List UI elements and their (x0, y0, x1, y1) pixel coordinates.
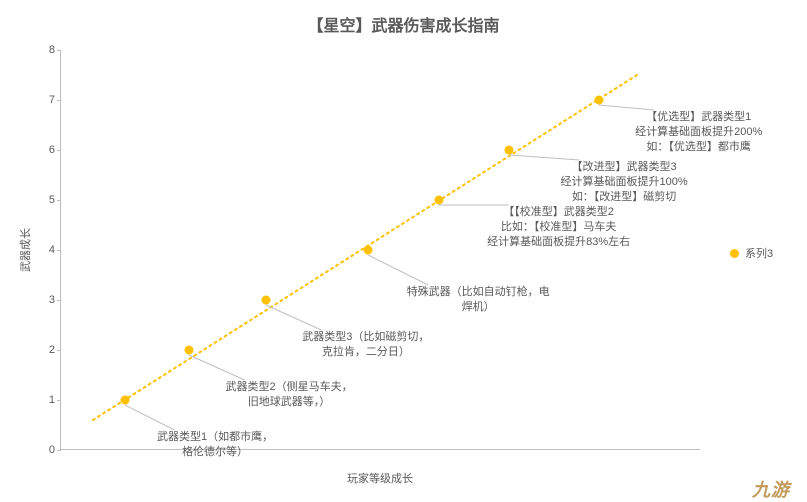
data-point (434, 196, 443, 205)
annotation-line: 经计算基础面板提升100% (561, 175, 688, 190)
trendline (61, 50, 701, 450)
annotation-line: 武器类型2（侧星马车夫， (226, 380, 353, 395)
y-tick-mark (57, 350, 61, 351)
plot-area: 012345678武器类型1（如都市鹰，格伦德尔等）武器类型2（侧星马车夫，旧地… (60, 50, 700, 450)
annotation-line: 经计算基础面板提升200% (635, 125, 762, 140)
annotation: 特殊武器（比如自动钉枪，电焊机） (407, 285, 550, 315)
y-tick-mark (57, 450, 61, 451)
legend-marker-icon (730, 249, 739, 258)
annotation-line: 格伦德尔等） (157, 445, 273, 460)
annotation: 【改进型】武器类型3经计算基础面板提升100%如：【改进型】磁剪切 (561, 160, 688, 205)
annotation-line: 焊机） (407, 300, 550, 315)
data-point (261, 296, 270, 305)
y-tick-mark (57, 250, 61, 251)
annotation-line: 经计算基础面板提升83%左右 (487, 235, 630, 250)
y-tick-mark (57, 400, 61, 401)
data-point (505, 146, 514, 155)
annotation: 【【校准型】武器类型2比如：【校准型】马车夫经计算基础面板提升83%左右 (487, 205, 630, 250)
data-point (185, 346, 194, 355)
annotation-line: 【改进型】武器类型3 (561, 160, 688, 175)
annotation-line: 旧地球武器等，） (226, 395, 353, 410)
annotation: 武器类型3（比如磁剪切，克拉肯，二分日） (302, 330, 429, 360)
annotation-line: 如：【优选型】都市鹰 (635, 140, 762, 155)
annotation-line: 比如：【校准型】马车夫 (487, 220, 630, 235)
legend: 系列3 (730, 245, 773, 261)
y-tick-mark (57, 50, 61, 51)
data-point (364, 246, 373, 255)
annotation: 武器类型1（如都市鹰，格伦德尔等） (157, 430, 273, 460)
annotation-line: 特殊武器（比如自动钉枪，电 (407, 285, 550, 300)
data-point (121, 396, 130, 405)
x-axis-title: 玩家等级成长 (347, 470, 413, 486)
annotation-line: 武器类型1（如都市鹰， (157, 430, 273, 445)
watermark: 九游 (752, 476, 790, 502)
annotation-line: 武器类型3（比如磁剪切， (302, 330, 429, 345)
y-axis-title: 武器成长 (17, 228, 33, 272)
annotation: 武器类型2（侧星马车夫，旧地球武器等，） (226, 380, 353, 410)
annotation-line: 克拉肯，二分日） (302, 345, 429, 360)
annotation: 【优选型】武器类型1经计算基础面板提升200%如：【优选型】都市鹰 (635, 110, 762, 155)
y-tick-mark (57, 300, 61, 301)
annotation-line: 如：【改进型】磁剪切 (561, 190, 688, 205)
legend-label: 系列3 (745, 245, 773, 261)
y-tick-mark (57, 150, 61, 151)
annotation-line: 【【校准型】武器类型2 (487, 205, 630, 220)
chart-title: 【星空】武器伤害成长指南 (0, 0, 807, 36)
annotation-line: 【优选型】武器类型1 (635, 110, 762, 125)
y-tick-mark (57, 100, 61, 101)
data-point (594, 96, 603, 105)
y-tick-mark (57, 200, 61, 201)
